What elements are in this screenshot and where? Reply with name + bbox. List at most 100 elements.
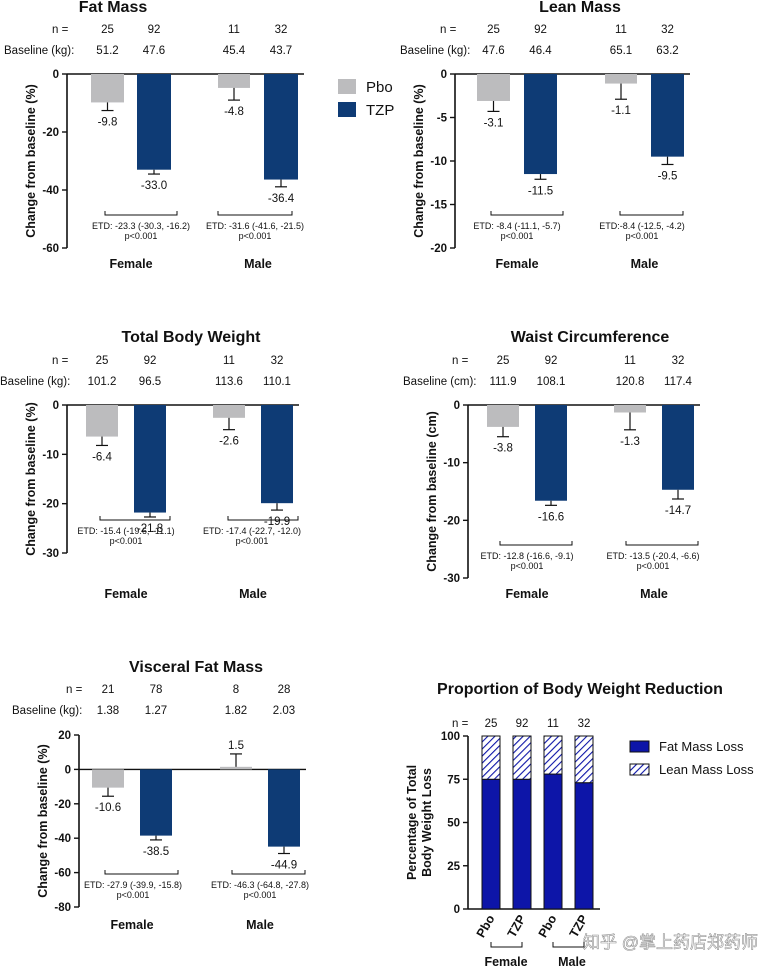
lean-p-value: p<0.001 bbox=[626, 231, 659, 241]
visc-baseline-value: 2.03 bbox=[273, 705, 295, 717]
waist-ylabel: Change from baseline (cm) bbox=[425, 411, 439, 571]
visc-ytick-label: -20 bbox=[54, 799, 71, 811]
waist-panel: Waist Circumference n = Baseline (cm): 0 -10… bbox=[403, 329, 700, 601]
waist-n-value: 92 bbox=[545, 355, 558, 367]
tbw-etd-text: ETD: -15.4 (-19.6, -11.1) bbox=[77, 526, 174, 536]
lean-n-label: n = bbox=[440, 24, 457, 36]
lean-etd-bracket bbox=[490, 211, 564, 216]
lean-etd-bracket bbox=[619, 211, 684, 216]
lean-baseline-value: 65.1 bbox=[610, 45, 632, 57]
tbw-baseline-value: 113.6 bbox=[215, 376, 243, 388]
tbw-n-value: 92 bbox=[144, 355, 157, 367]
waist-baseline-value: 120.8 bbox=[616, 376, 645, 388]
tbw-data-label: -2.6 bbox=[219, 436, 239, 448]
lean-bar-tzp bbox=[524, 74, 557, 175]
lean-n-value: 25 bbox=[487, 24, 500, 36]
lean-baseline-value: 63.2 bbox=[656, 45, 678, 57]
prop-ytick-label: 100 bbox=[441, 731, 460, 743]
tbw-title: Total Body Weight bbox=[122, 329, 262, 346]
fat-ytick-label: -40 bbox=[42, 185, 59, 197]
visc-ytick-label: 0 bbox=[65, 764, 71, 776]
visc-panel: Visceral Fat Mass n = Baseline (kg): 20 0 -20… bbox=[12, 659, 309, 932]
waist-n-value: 32 bbox=[672, 355, 685, 367]
waist-etd-text: ETD: -13.5 (-20.4, -6.6) bbox=[606, 551, 699, 561]
waist-baseline-label: Baseline (cm): bbox=[403, 376, 477, 388]
lean-baseline-value: 47.6 bbox=[482, 45, 504, 57]
waist-data-label: -1.3 bbox=[620, 436, 640, 448]
fat-p-value: p<0.001 bbox=[125, 231, 158, 241]
fat-data-label: -4.8 bbox=[224, 106, 244, 118]
visc-ytick-label: -80 bbox=[54, 902, 71, 914]
visc-n-value: 8 bbox=[233, 684, 239, 696]
prop-bar-fat bbox=[543, 773, 563, 910]
fat-ytick-label: 0 bbox=[53, 69, 59, 81]
prop-bar-fat bbox=[574, 782, 594, 910]
tbw-baseline-label: Baseline (kg): bbox=[0, 376, 70, 388]
waist-baseline-value: 117.4 bbox=[664, 376, 693, 388]
waist-bar-pbo bbox=[487, 405, 519, 427]
lean-p-value: p<0.001 bbox=[501, 231, 534, 241]
tbw-n-label: n = bbox=[52, 355, 69, 367]
waist-baseline-value: 108.1 bbox=[537, 376, 566, 388]
lean-n-value: 11 bbox=[615, 24, 627, 36]
waist-bar-tzp bbox=[662, 405, 694, 490]
visc-bar-tzp bbox=[268, 769, 300, 847]
lean-data-label: -9.5 bbox=[658, 170, 678, 182]
tbw-panel: Total Body Weight n = Baseline (kg): 0 -10 -2… bbox=[0, 329, 301, 601]
lean-ytick-label: -5 bbox=[437, 113, 448, 125]
visc-baseline-value: 1.82 bbox=[225, 705, 247, 717]
visc-baseline-label: Baseline (kg): bbox=[12, 705, 82, 717]
lean-bar-tzp bbox=[651, 74, 684, 157]
visc-title: Visceral Fat Mass bbox=[129, 659, 263, 676]
fat-bar-tzp bbox=[264, 74, 298, 180]
waist-bar-tzp bbox=[535, 405, 567, 501]
tbw-ytick-label: 0 bbox=[53, 400, 59, 412]
lean-data-label: -1.1 bbox=[611, 105, 631, 117]
lean-title: Lean Mass bbox=[539, 0, 621, 16]
lean-n-value: 92 bbox=[534, 24, 547, 36]
lean-group-male: Male bbox=[631, 257, 659, 271]
lean-etd-text: ETD: -8.4 (-11.1, -5.7) bbox=[473, 221, 560, 231]
prop-ytick-label: 0 bbox=[454, 904, 460, 916]
prop-female-bracket bbox=[490, 942, 523, 948]
visc-data-label: 1.5 bbox=[228, 740, 244, 752]
prop-n-value: 11 bbox=[547, 718, 559, 730]
visc-data-label: -44.9 bbox=[271, 860, 297, 872]
visc-n-label: n = bbox=[66, 684, 83, 696]
prop-bar-lean bbox=[543, 735, 563, 775]
waist-n-value: 11 bbox=[624, 355, 636, 367]
waist-etd-text: ETD: -12.8 (-16.6, -9.1) bbox=[480, 551, 573, 561]
legend-fat-swatch bbox=[629, 740, 650, 753]
visc-bar-pbo bbox=[92, 769, 124, 788]
tbw-baseline-value: 101.2 bbox=[88, 376, 117, 388]
fat-panel: Fat Mass n = Baseline (kg): 0 -20 -40 -60 Chang… bbox=[4, 0, 304, 271]
lean-ylabel: Change from baseline (%) bbox=[412, 84, 426, 238]
tbw-group-female: Female bbox=[104, 587, 147, 601]
prop-n-value: 25 bbox=[485, 718, 498, 730]
prop-bar-fat bbox=[481, 778, 501, 910]
lean-panel: Lean Mass n = Baseline (kg): 0 -5 -10 -15 -20 Ch… bbox=[400, 0, 690, 271]
tbw-n-value: 32 bbox=[271, 355, 284, 367]
prop-bar-fat bbox=[512, 778, 532, 910]
waist-p-value: p<0.001 bbox=[637, 561, 670, 571]
waist-etd-bracket bbox=[625, 541, 699, 546]
waist-ytick-label: -30 bbox=[443, 573, 460, 585]
prop-title: Proportion of Body Weight Reduction bbox=[437, 681, 723, 698]
waist-baseline-value: 111.9 bbox=[489, 376, 516, 388]
fat-baseline-value: 47.6 bbox=[143, 45, 165, 57]
prop-ytick-label: 75 bbox=[447, 774, 460, 786]
prop-male-bracket bbox=[552, 942, 585, 948]
fat-n-value: 32 bbox=[275, 24, 288, 36]
visc-etd-bracket bbox=[104, 870, 179, 875]
legend-tzp-swatch bbox=[338, 102, 356, 117]
tbw-bar-tzp bbox=[134, 405, 166, 513]
tbw-group-male: Male bbox=[239, 587, 267, 601]
lean-etd-text: ETD:-8.4 (-12.5, -4.2) bbox=[599, 221, 685, 231]
visc-baseline-value: 1.27 bbox=[145, 705, 167, 717]
tbw-data-label: -21.8 bbox=[137, 523, 163, 535]
waist-data-label: -16.6 bbox=[538, 511, 564, 523]
lean-n-value: 32 bbox=[661, 24, 674, 36]
tbw-baseline-value: 110.1 bbox=[263, 376, 291, 388]
visc-baseline-value: 1.38 bbox=[97, 705, 119, 717]
lean-baseline-value: 46.4 bbox=[529, 45, 552, 57]
